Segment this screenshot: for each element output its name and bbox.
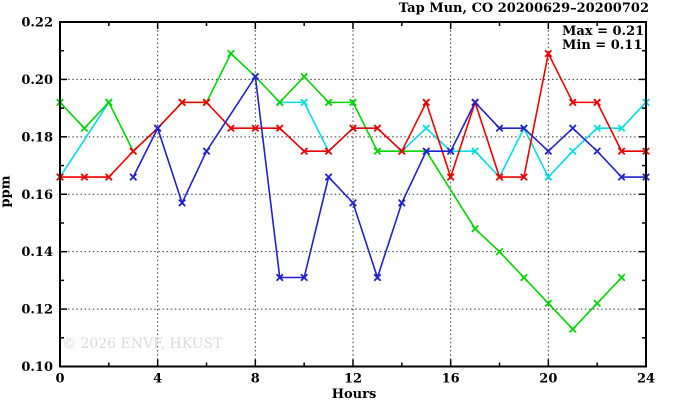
data-point-day1-red	[275, 124, 284, 133]
data-point-day3-blue	[202, 147, 211, 156]
data-point-day1-red	[397, 147, 406, 156]
data-point-day3-blue	[300, 273, 309, 282]
data-point-day1-red	[422, 98, 431, 107]
chart-title: Tap Mun, CO 20200629–20200702	[398, 1, 649, 16]
data-point-day1-red	[520, 173, 528, 181]
max-annotation: Max = 0.21	[562, 24, 645, 39]
min-annotation: Min = 0.11	[562, 38, 643, 53]
data-point-day3-blue	[593, 147, 602, 156]
data-point-day3-blue	[422, 147, 431, 156]
data-point-day2-green	[544, 299, 553, 308]
x-tick-label: 4	[153, 372, 162, 387]
y-tick-label: 0.18	[21, 130, 53, 145]
data-point-day1-red	[617, 147, 626, 156]
x-tick-label: 8	[251, 372, 260, 387]
data-point-day2-green	[520, 273, 528, 282]
data-point-day2-green	[593, 299, 602, 308]
data-point-day4-cyan	[617, 124, 626, 133]
data-point-day3-blue	[495, 124, 504, 133]
data-point-day1-red	[129, 147, 138, 156]
data-point-day4-cyan	[471, 147, 479, 156]
data-point-day1-red	[300, 147, 309, 156]
data-point-day4-cyan	[593, 124, 602, 133]
data-point-day2-green	[617, 273, 626, 282]
data-point-day2-green	[275, 98, 284, 107]
data-point-day1-red	[104, 173, 113, 181]
data-point-day3-blue	[129, 173, 138, 181]
data-point-day3-blue	[349, 199, 357, 207]
data-point-day1-red	[324, 147, 333, 156]
data-point-day3-blue	[544, 147, 553, 156]
data-point-day1-red	[178, 98, 186, 107]
data-point-day1-red	[251, 124, 260, 133]
data-point-day3-blue	[251, 72, 260, 81]
data-point-day3-blue	[568, 124, 577, 133]
x-tick-label: 20	[539, 372, 557, 387]
data-point-day2-green	[227, 49, 235, 58]
data-point-day3-blue	[471, 98, 479, 107]
y-tick-label: 0.14	[21, 245, 53, 260]
data-point-day1-red	[593, 98, 602, 107]
data-point-day4-cyan	[544, 173, 553, 181]
data-point-day2-green	[80, 124, 89, 133]
data-point-day1-red	[80, 173, 89, 181]
data-point-day4-cyan	[568, 147, 577, 156]
data-point-day2-green	[495, 247, 504, 256]
data-point-day1-red	[349, 124, 357, 133]
data-point-day2-green	[349, 98, 357, 107]
y-tick-label: 0.22	[21, 16, 53, 31]
x-tick-label: 24	[637, 372, 655, 387]
data-point-day3-blue	[520, 124, 528, 133]
series-line-day4-cyan	[59, 101, 110, 178]
x-tick-label: 0	[55, 372, 64, 387]
data-point-day2-green	[471, 224, 479, 233]
data-point-day2-green	[373, 147, 382, 156]
data-point-day3-blue	[275, 273, 284, 282]
y-tick-label: 0.20	[21, 73, 53, 88]
data-point-day1-red	[446, 173, 455, 181]
y-tick-label: 0.12	[21, 303, 53, 318]
data-point-day1-red	[544, 49, 553, 58]
data-point-day3-blue	[617, 173, 626, 181]
data-point-day2-green	[324, 98, 333, 107]
data-point-day1-red	[495, 173, 504, 181]
data-point-day4-cyan	[422, 124, 431, 133]
x-tick-label: 12	[344, 372, 362, 387]
data-point-day2-green	[104, 98, 113, 107]
data-point-day3-blue	[373, 273, 382, 282]
data-point-day1-red	[202, 98, 211, 107]
y-tick-label: 0.16	[21, 188, 53, 203]
data-point-day3-blue	[153, 124, 162, 133]
data-point-day2-green	[300, 72, 309, 81]
x-tick-label: 16	[442, 372, 460, 387]
data-point-day1-red	[568, 98, 577, 107]
data-point-day3-blue	[446, 147, 455, 156]
y-tick-label: 0.10	[21, 360, 53, 375]
data-point-day3-blue	[324, 173, 333, 181]
data-point-day1-red	[373, 124, 382, 133]
y-axis-label: ppm	[0, 175, 14, 208]
watermark: © 2026 ENVF, HKUST	[62, 336, 223, 352]
data-point-day3-blue	[178, 199, 186, 207]
plot-border	[59, 21, 647, 368]
x-axis-label: Hours	[331, 387, 377, 402]
series-line-day2-green	[59, 52, 623, 331]
data-point-day1-red	[227, 124, 235, 133]
data-point-day3-blue	[397, 199, 406, 207]
data-point-day2-green	[568, 325, 577, 334]
data-point-day4-cyan	[300, 98, 309, 107]
